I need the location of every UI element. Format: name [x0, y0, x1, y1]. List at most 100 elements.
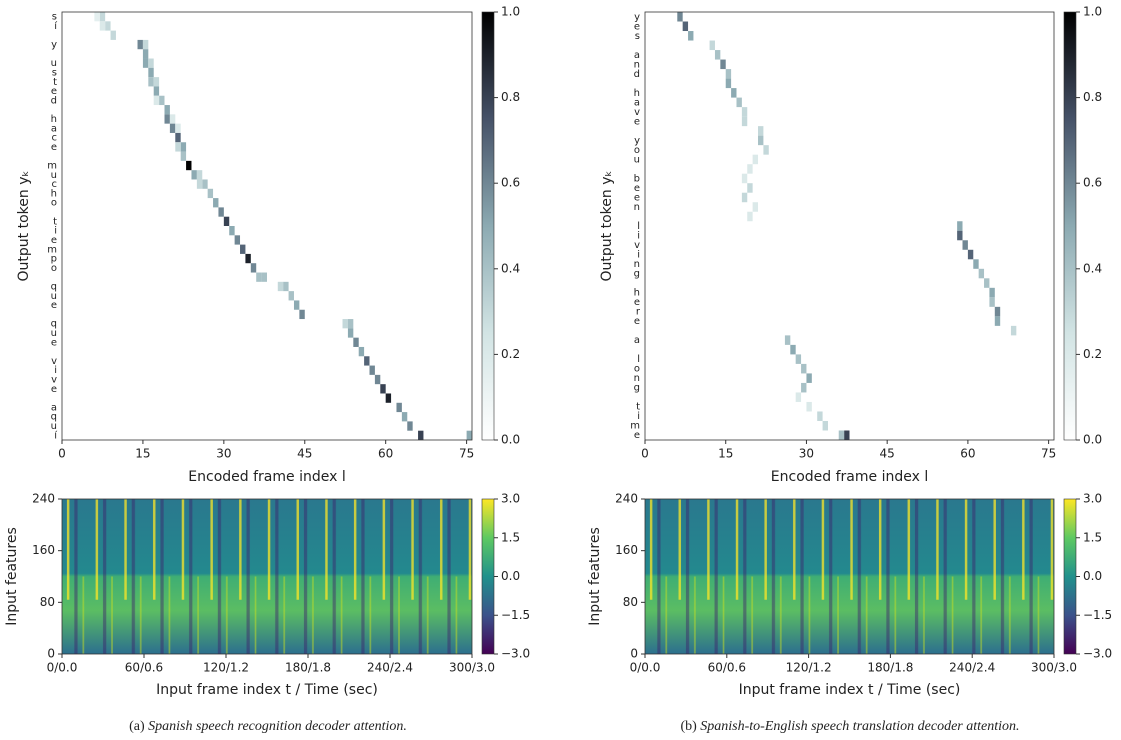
y-axis-label: Input features [4, 527, 20, 626]
attention-cell [196, 179, 203, 189]
spectrogram-texture [645, 499, 1054, 654]
y-tick-label: n [634, 59, 640, 70]
attention-cell [148, 77, 154, 87]
y-tick-label: v [51, 375, 57, 386]
attention-cell [817, 411, 823, 421]
attention-cell [169, 114, 176, 124]
x-tick-label: 30 [216, 447, 231, 461]
attention-cell [801, 363, 807, 374]
spectrogram-texture [62, 499, 472, 654]
y-tick-label: u [51, 170, 57, 181]
x-tick-label: 15 [718, 447, 733, 461]
attention-cell [741, 107, 748, 117]
y-tick-label: m [630, 421, 640, 432]
x-tick-label: 120/1.2 [786, 661, 832, 675]
y-tick-label: o [634, 145, 640, 156]
y-tick-label: e [51, 86, 57, 97]
y-tick-label: e [634, 297, 640, 308]
attention-cell [99, 21, 106, 31]
attention-cell [747, 164, 753, 174]
colorbar-tick-label: 0.0 [1083, 569, 1102, 583]
attention-cell [790, 344, 796, 355]
attention-cell [110, 30, 116, 40]
y-tick-label: g [634, 383, 640, 394]
x-tick-label: 60 [378, 447, 393, 461]
colorbar-tick-label: 0.2 [501, 347, 520, 361]
y-tick-label: i [54, 226, 57, 237]
attention-cell [223, 216, 230, 226]
attention-cell [747, 211, 753, 222]
attention-cell [1010, 325, 1017, 336]
x-axis-label: Input frame index t / Time (sec) [739, 682, 961, 698]
attention-cell [407, 421, 413, 431]
colorbar-tick-label: 0.6 [1083, 176, 1102, 190]
attention-cell [747, 183, 753, 193]
y-tick-label: h [634, 288, 640, 299]
x-tick-label: 30 [799, 447, 814, 461]
x-tick-label: 75 [1041, 447, 1056, 461]
x-tick-label: 0 [641, 447, 649, 461]
attention-cell [94, 12, 100, 22]
y-axis-label: Output token yₖ [16, 171, 32, 282]
colorbar [1063, 11, 1077, 441]
plot-frame [644, 498, 1055, 655]
plot-frame [61, 11, 473, 441]
y-tick-label: e [634, 183, 640, 194]
attention-cell [688, 31, 694, 41]
y-tick-label: i [637, 250, 640, 261]
attention-cell [369, 365, 375, 375]
attention-cell [801, 382, 807, 393]
attention-cell [984, 278, 990, 288]
x-tick-label: 15 [135, 447, 150, 461]
x-tick-label: 240/2.4 [367, 661, 413, 675]
y-tick-label: i [637, 231, 640, 242]
attention-cell [962, 240, 968, 250]
attention-cell [380, 384, 386, 394]
y-tick-label: 240 [32, 492, 55, 506]
attention-cell [283, 281, 289, 292]
y-tick-label: n [634, 373, 640, 384]
y-tick-label: a [634, 50, 640, 61]
y-tick-label: e [634, 316, 640, 327]
attention-cell [466, 430, 472, 440]
colorbar-tick-label: 1.0 [501, 5, 520, 19]
colorbar [1063, 498, 1077, 655]
y-tick-label: o [51, 198, 57, 209]
attention-cell [180, 142, 187, 152]
y-tick-label: í [54, 20, 58, 32]
attention-cell [175, 132, 181, 143]
attention-cell [677, 12, 683, 22]
attention-cell [758, 126, 764, 136]
caption-label: (a) [129, 719, 145, 734]
attention-cell [218, 207, 224, 217]
y-tick-label: o [634, 364, 640, 375]
y-tick-label: a [634, 335, 640, 346]
y-tick-label: s [635, 31, 640, 42]
attention-cell [957, 230, 963, 241]
y-tick-label: a [634, 97, 640, 108]
colorbar-tick-label: 0.4 [501, 261, 520, 275]
x-tick-label: 0/0.0 [47, 661, 78, 675]
colorbar-tick-label: 0.0 [501, 569, 520, 583]
caption: (b) Spanish-to-English speech translatio… [680, 719, 1019, 734]
colorbar-tick-label: −3.0 [501, 647, 530, 661]
attention-cell [164, 114, 170, 124]
plot-frame [61, 498, 473, 655]
x-tick-label: 0/0.0 [630, 661, 661, 675]
colorbar-tick-label: −1.5 [1083, 608, 1112, 622]
y-tick-label: 0 [47, 647, 55, 661]
attention-cell [763, 145, 769, 155]
y-tick-label: u [51, 291, 57, 302]
y-tick-label: p [51, 254, 57, 265]
attention-cell [358, 346, 365, 357]
attention-cell [148, 58, 154, 68]
attention-cell [682, 21, 689, 32]
attention-cell [153, 95, 160, 106]
y-tick-label: q [51, 319, 57, 330]
colorbar-tick-label: 0.6 [501, 176, 520, 190]
attention-cell [741, 173, 748, 184]
y-tick-label: i [54, 365, 57, 376]
y-tick-label: g [634, 269, 640, 280]
y-tick-label: a [51, 123, 57, 134]
y-tick-label: v [634, 107, 640, 118]
